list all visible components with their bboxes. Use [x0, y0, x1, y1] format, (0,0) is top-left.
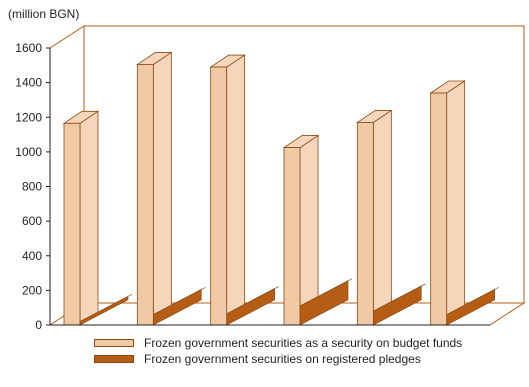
bar-series-1-side	[299, 134, 319, 326]
y-tick-label: 1600	[15, 41, 42, 55]
legend-item-series-2: Frozen government securities on register…	[94, 351, 524, 367]
y-tick-label: 600	[22, 214, 42, 228]
bar-series-1-30.IX.2006	[63, 122, 81, 326]
y-tick-label: 0	[35, 318, 42, 330]
y-tick-label: 1200	[15, 110, 42, 124]
bar-series-1-side	[226, 54, 246, 326]
bar-series-1-side	[372, 109, 392, 326]
bar-series-1-30.IX.2008	[210, 66, 228, 326]
bar-series-2-top	[79, 294, 133, 322]
back-wall	[84, 25, 525, 303]
axes: 0200400600800100012001400160030.IX.20063…	[15, 41, 490, 330]
bar-series-2-top	[153, 287, 206, 315]
y-tick-label: 1400	[15, 76, 42, 90]
legend: Frozen government securities as a securi…	[94, 335, 524, 367]
bar-series-1-30.IX.2011	[430, 92, 448, 326]
legend-swatch-series-1	[94, 339, 134, 347]
y-tick-label: 200	[22, 283, 42, 297]
bar-series-1-30.IX.2009	[283, 147, 301, 326]
y-axis-unit-label: (million BGN)	[8, 7, 79, 21]
bar-chart: 0200400600800100012001400160030.IX.20063…	[8, 7, 526, 330]
bars	[62, 51, 499, 326]
bar-series-2-top	[226, 286, 279, 315]
bar-series-1-side	[152, 51, 172, 326]
y-tick-label: 400	[22, 249, 42, 263]
legend-item-series-1: Frozen government securities as a securi…	[94, 335, 524, 351]
bar-series-1-side	[446, 80, 466, 326]
bar-series-1-30.IX.2007	[136, 64, 154, 326]
bar-series-1-side	[79, 110, 99, 326]
legend-swatch-series-2	[94, 355, 134, 363]
legend-label-series-2: Frozen government securities on register…	[144, 352, 421, 366]
bar-series-2-top	[299, 278, 353, 307]
bar-series-2-top	[446, 287, 499, 315]
y-tick-label: 1000	[15, 145, 42, 159]
bar-series-2-top	[373, 283, 426, 312]
y-tick-label: 800	[22, 180, 42, 194]
bar-series-1-30.IX.2010	[356, 122, 374, 326]
legend-label-series-1: Frozen government securities as a securi…	[144, 336, 463, 350]
